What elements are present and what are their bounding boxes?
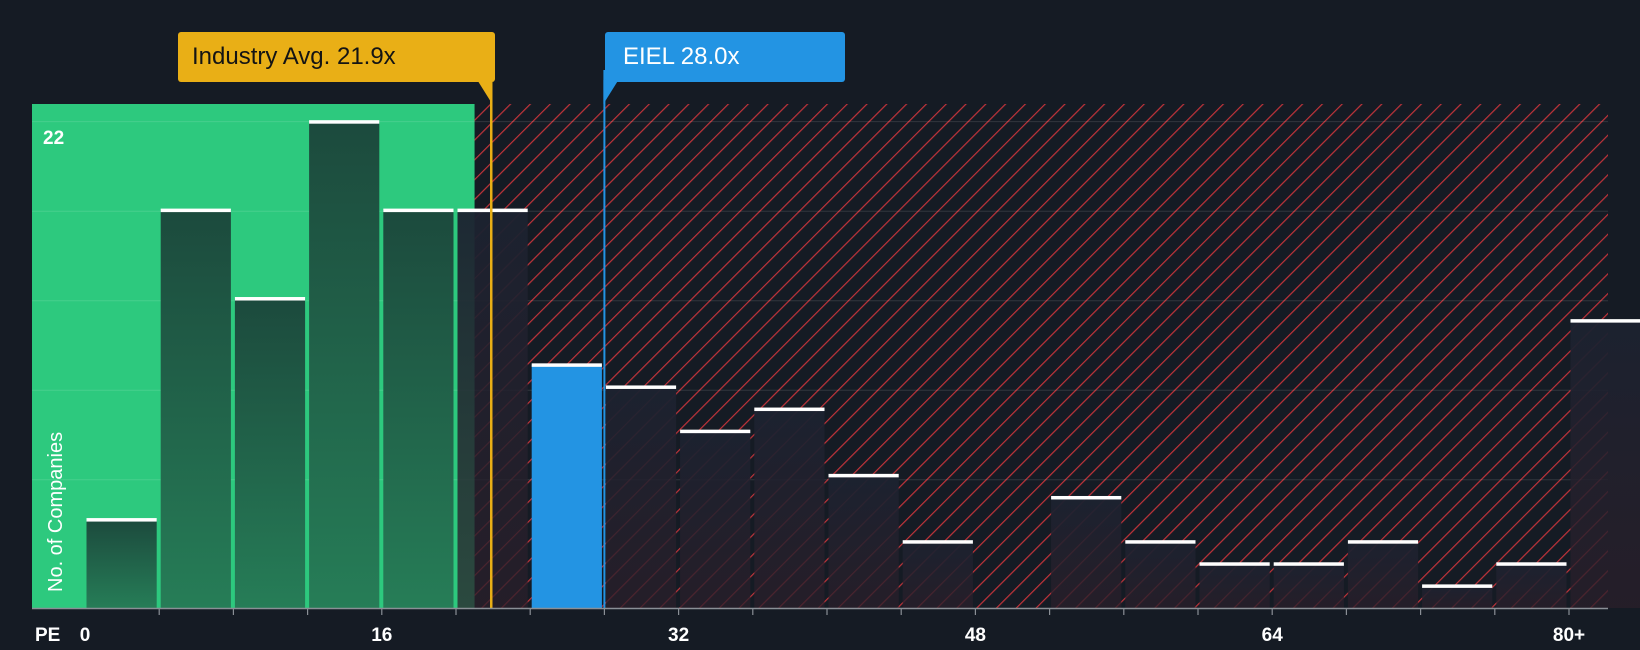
- bar-8-12: [234, 298, 306, 608]
- bar-20-24: [457, 210, 528, 608]
- bar-cap-56-60: [1125, 540, 1196, 544]
- company-pe-label: EIEL 28.0x: [623, 43, 740, 70]
- bar-cap-4-8: [160, 208, 231, 213]
- bar-44-48: [902, 541, 973, 608]
- bar-cap-20-24: [457, 208, 528, 213]
- industry-avg-pointer: [477, 80, 493, 104]
- bar-cap-12-16: [309, 120, 380, 124]
- tick-label-16: 16: [371, 625, 392, 646]
- y-max-label: 22: [43, 128, 64, 149]
- tick-label-48: 48: [965, 625, 986, 646]
- tick-label-32: 32: [668, 625, 689, 646]
- bar-cap-72-76: [1422, 584, 1493, 588]
- bar-cap-60-64: [1199, 562, 1270, 566]
- bar-80-84: [1570, 320, 1640, 608]
- bar-cap-32-36: [680, 429, 751, 434]
- bar-cap-24-28: [531, 363, 602, 367]
- bar-0-4: [86, 519, 157, 608]
- bar-52-56: [1051, 497, 1122, 608]
- bar-cap-0-4: [86, 518, 157, 522]
- industry-avg-label: Industry Avg. 21.9x: [192, 43, 396, 70]
- bar-68-72: [1347, 541, 1419, 608]
- bar-72-76: [1422, 585, 1493, 608]
- bar-28-32: [605, 386, 677, 608]
- bar-12-16: [309, 121, 380, 609]
- bar-36-40: [754, 409, 825, 608]
- tick-label-80: 80+: [1553, 625, 1585, 646]
- bar-cap-40-44: [828, 473, 899, 478]
- industry-avg-callout: Industry Avg. 21.9x: [178, 32, 495, 82]
- x-axis-label: PE: [35, 625, 60, 646]
- company-pe-callout: EIEL 28.0x: [605, 32, 845, 82]
- bar-cap-76-80: [1496, 562, 1567, 566]
- bar-76-80: [1496, 563, 1567, 608]
- bar-cap-8-12: [234, 297, 306, 301]
- bar-4-8: [160, 210, 231, 608]
- tick-label-0: 0: [80, 625, 91, 646]
- bar-cap-44-48: [902, 540, 973, 544]
- bar-cap-16-20: [383, 208, 454, 213]
- bar-cap-68-72: [1347, 540, 1419, 544]
- bar-32-36: [680, 431, 751, 608]
- bar-cap-28-32: [605, 385, 677, 389]
- y-axis-label: No. of Companies: [45, 432, 67, 592]
- bar-cap-80-84: [1570, 319, 1640, 323]
- bar-24-28: [531, 364, 602, 608]
- bar-64-68: [1273, 563, 1344, 608]
- tick-label-64: 64: [1262, 625, 1284, 646]
- bar-40-44: [828, 475, 899, 608]
- company-pe-pointer: [603, 80, 619, 104]
- bars: [86, 120, 1640, 609]
- bar-cap-52-56: [1051, 495, 1122, 500]
- x-axis-ticks: 0 16 32 48 64 80+: [80, 608, 1585, 646]
- bar-cap-64-68: [1273, 562, 1344, 566]
- bar-60-64: [1199, 563, 1270, 608]
- bar-cap-36-40: [754, 407, 825, 412]
- bar-56-60: [1125, 541, 1196, 608]
- bar-16-20: [383, 210, 454, 608]
